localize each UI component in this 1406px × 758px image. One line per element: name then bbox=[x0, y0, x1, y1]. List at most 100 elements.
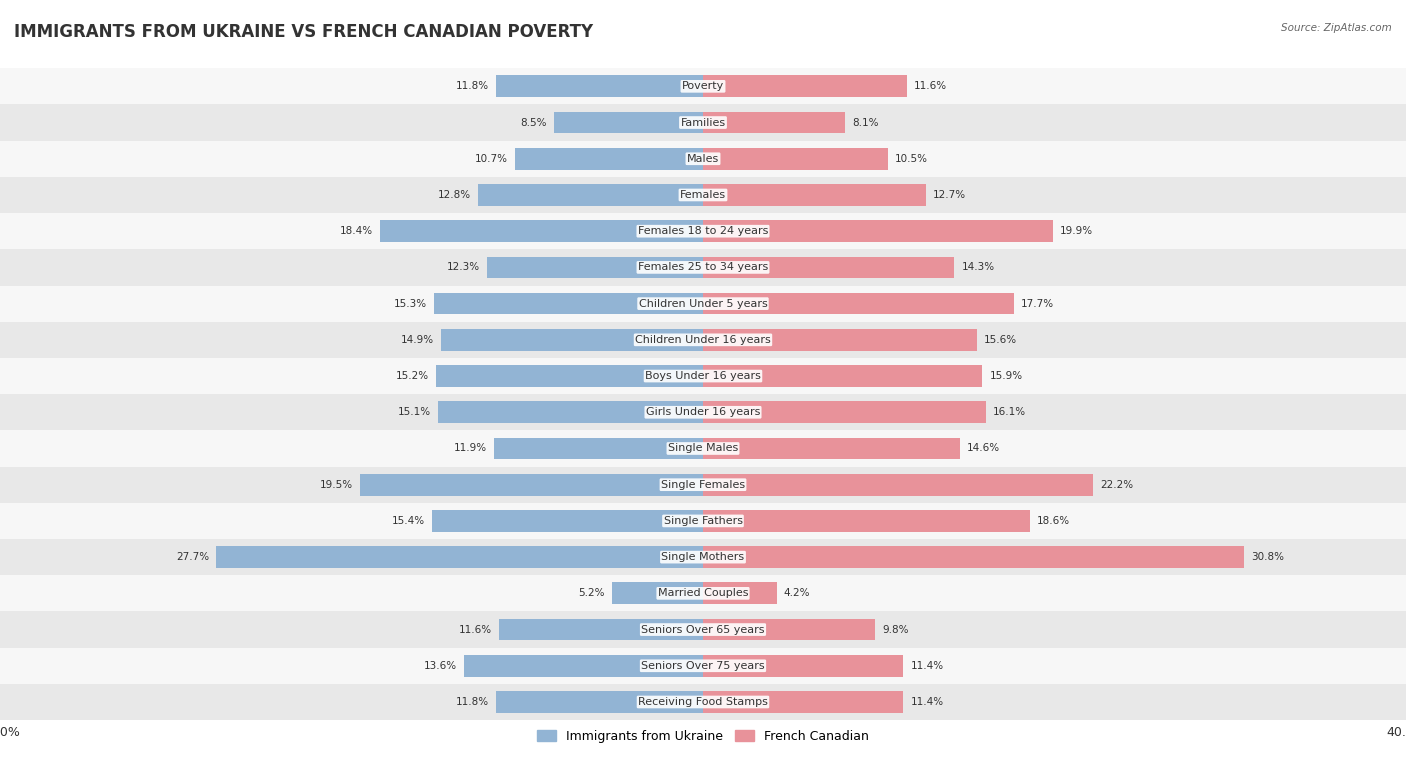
Text: 15.9%: 15.9% bbox=[990, 371, 1022, 381]
Bar bbox=[0, 213, 1406, 249]
Text: 16.1%: 16.1% bbox=[993, 407, 1026, 417]
Text: 15.3%: 15.3% bbox=[394, 299, 427, 309]
Bar bbox=[703, 76, 907, 97]
Text: 11.6%: 11.6% bbox=[914, 81, 948, 91]
Bar bbox=[703, 510, 1029, 532]
Text: 27.7%: 27.7% bbox=[176, 552, 209, 562]
Bar bbox=[0, 177, 1406, 213]
Text: Married Couples: Married Couples bbox=[658, 588, 748, 598]
Bar bbox=[515, 148, 703, 170]
Text: 11.4%: 11.4% bbox=[911, 661, 943, 671]
Bar bbox=[499, 619, 703, 641]
Bar bbox=[464, 655, 703, 677]
Bar bbox=[703, 221, 1053, 242]
Text: 10.7%: 10.7% bbox=[475, 154, 508, 164]
Bar bbox=[703, 184, 927, 206]
Text: 17.7%: 17.7% bbox=[1021, 299, 1054, 309]
Text: 15.2%: 15.2% bbox=[395, 371, 429, 381]
Bar bbox=[434, 293, 703, 315]
Text: 11.8%: 11.8% bbox=[456, 697, 489, 707]
Bar bbox=[0, 684, 1406, 720]
Text: 10.5%: 10.5% bbox=[894, 154, 928, 164]
Text: Females: Females bbox=[681, 190, 725, 200]
Bar bbox=[703, 329, 977, 351]
Text: 14.6%: 14.6% bbox=[967, 443, 1000, 453]
Text: 15.6%: 15.6% bbox=[984, 335, 1018, 345]
Bar bbox=[436, 365, 703, 387]
Bar bbox=[0, 539, 1406, 575]
Bar bbox=[0, 431, 1406, 467]
Text: 14.9%: 14.9% bbox=[401, 335, 434, 345]
Text: 4.2%: 4.2% bbox=[785, 588, 810, 598]
Bar bbox=[496, 691, 703, 713]
Text: Boys Under 16 years: Boys Under 16 years bbox=[645, 371, 761, 381]
Text: Children Under 5 years: Children Under 5 years bbox=[638, 299, 768, 309]
Text: 12.3%: 12.3% bbox=[447, 262, 479, 272]
Text: 15.4%: 15.4% bbox=[392, 516, 425, 526]
Bar bbox=[703, 148, 887, 170]
Text: 11.9%: 11.9% bbox=[454, 443, 486, 453]
Bar bbox=[496, 76, 703, 97]
Bar bbox=[0, 394, 1406, 431]
Text: 5.2%: 5.2% bbox=[578, 588, 605, 598]
Text: 11.4%: 11.4% bbox=[911, 697, 943, 707]
Text: 30.8%: 30.8% bbox=[1251, 552, 1284, 562]
Bar bbox=[703, 437, 960, 459]
Text: Source: ZipAtlas.com: Source: ZipAtlas.com bbox=[1281, 23, 1392, 33]
Bar bbox=[217, 547, 703, 568]
Bar bbox=[703, 402, 986, 423]
Bar bbox=[703, 365, 983, 387]
Bar bbox=[703, 619, 875, 641]
Bar bbox=[0, 575, 1406, 612]
Text: Single Mothers: Single Mothers bbox=[661, 552, 745, 562]
Text: 9.8%: 9.8% bbox=[883, 625, 908, 634]
Bar bbox=[703, 111, 845, 133]
Text: 11.6%: 11.6% bbox=[458, 625, 492, 634]
Bar bbox=[703, 691, 904, 713]
Bar bbox=[433, 510, 703, 532]
Bar bbox=[0, 68, 1406, 105]
Bar bbox=[360, 474, 703, 496]
Bar bbox=[703, 547, 1244, 568]
Text: 8.1%: 8.1% bbox=[852, 117, 879, 127]
Bar bbox=[494, 437, 703, 459]
Text: Single Females: Single Females bbox=[661, 480, 745, 490]
Text: 15.1%: 15.1% bbox=[398, 407, 430, 417]
Text: 19.9%: 19.9% bbox=[1060, 226, 1092, 236]
Bar bbox=[0, 141, 1406, 177]
Text: Single Fathers: Single Fathers bbox=[664, 516, 742, 526]
Bar bbox=[0, 467, 1406, 503]
Bar bbox=[441, 329, 703, 351]
Text: 22.2%: 22.2% bbox=[1099, 480, 1133, 490]
Bar bbox=[703, 474, 1094, 496]
Text: Seniors Over 75 years: Seniors Over 75 years bbox=[641, 661, 765, 671]
Bar bbox=[0, 358, 1406, 394]
Bar bbox=[437, 402, 703, 423]
Text: 18.6%: 18.6% bbox=[1038, 516, 1070, 526]
Text: Girls Under 16 years: Girls Under 16 years bbox=[645, 407, 761, 417]
Text: Females 25 to 34 years: Females 25 to 34 years bbox=[638, 262, 768, 272]
Bar bbox=[0, 503, 1406, 539]
Bar bbox=[0, 249, 1406, 286]
Text: 14.3%: 14.3% bbox=[962, 262, 994, 272]
Text: 19.5%: 19.5% bbox=[321, 480, 353, 490]
Bar bbox=[703, 256, 955, 278]
Bar bbox=[0, 321, 1406, 358]
Text: IMMIGRANTS FROM UKRAINE VS FRENCH CANADIAN POVERTY: IMMIGRANTS FROM UKRAINE VS FRENCH CANADI… bbox=[14, 23, 593, 41]
Bar bbox=[703, 582, 778, 604]
Text: Males: Males bbox=[688, 154, 718, 164]
Bar bbox=[554, 111, 703, 133]
Text: 12.7%: 12.7% bbox=[934, 190, 966, 200]
Bar bbox=[478, 184, 703, 206]
Bar bbox=[380, 221, 703, 242]
Bar bbox=[0, 647, 1406, 684]
Text: Poverty: Poverty bbox=[682, 81, 724, 91]
Text: Children Under 16 years: Children Under 16 years bbox=[636, 335, 770, 345]
Text: Females 18 to 24 years: Females 18 to 24 years bbox=[638, 226, 768, 236]
Bar bbox=[0, 612, 1406, 647]
Text: Receiving Food Stamps: Receiving Food Stamps bbox=[638, 697, 768, 707]
Legend: Immigrants from Ukraine, French Canadian: Immigrants from Ukraine, French Canadian bbox=[531, 725, 875, 748]
Text: 11.8%: 11.8% bbox=[456, 81, 489, 91]
Text: 12.8%: 12.8% bbox=[437, 190, 471, 200]
Bar bbox=[703, 655, 904, 677]
